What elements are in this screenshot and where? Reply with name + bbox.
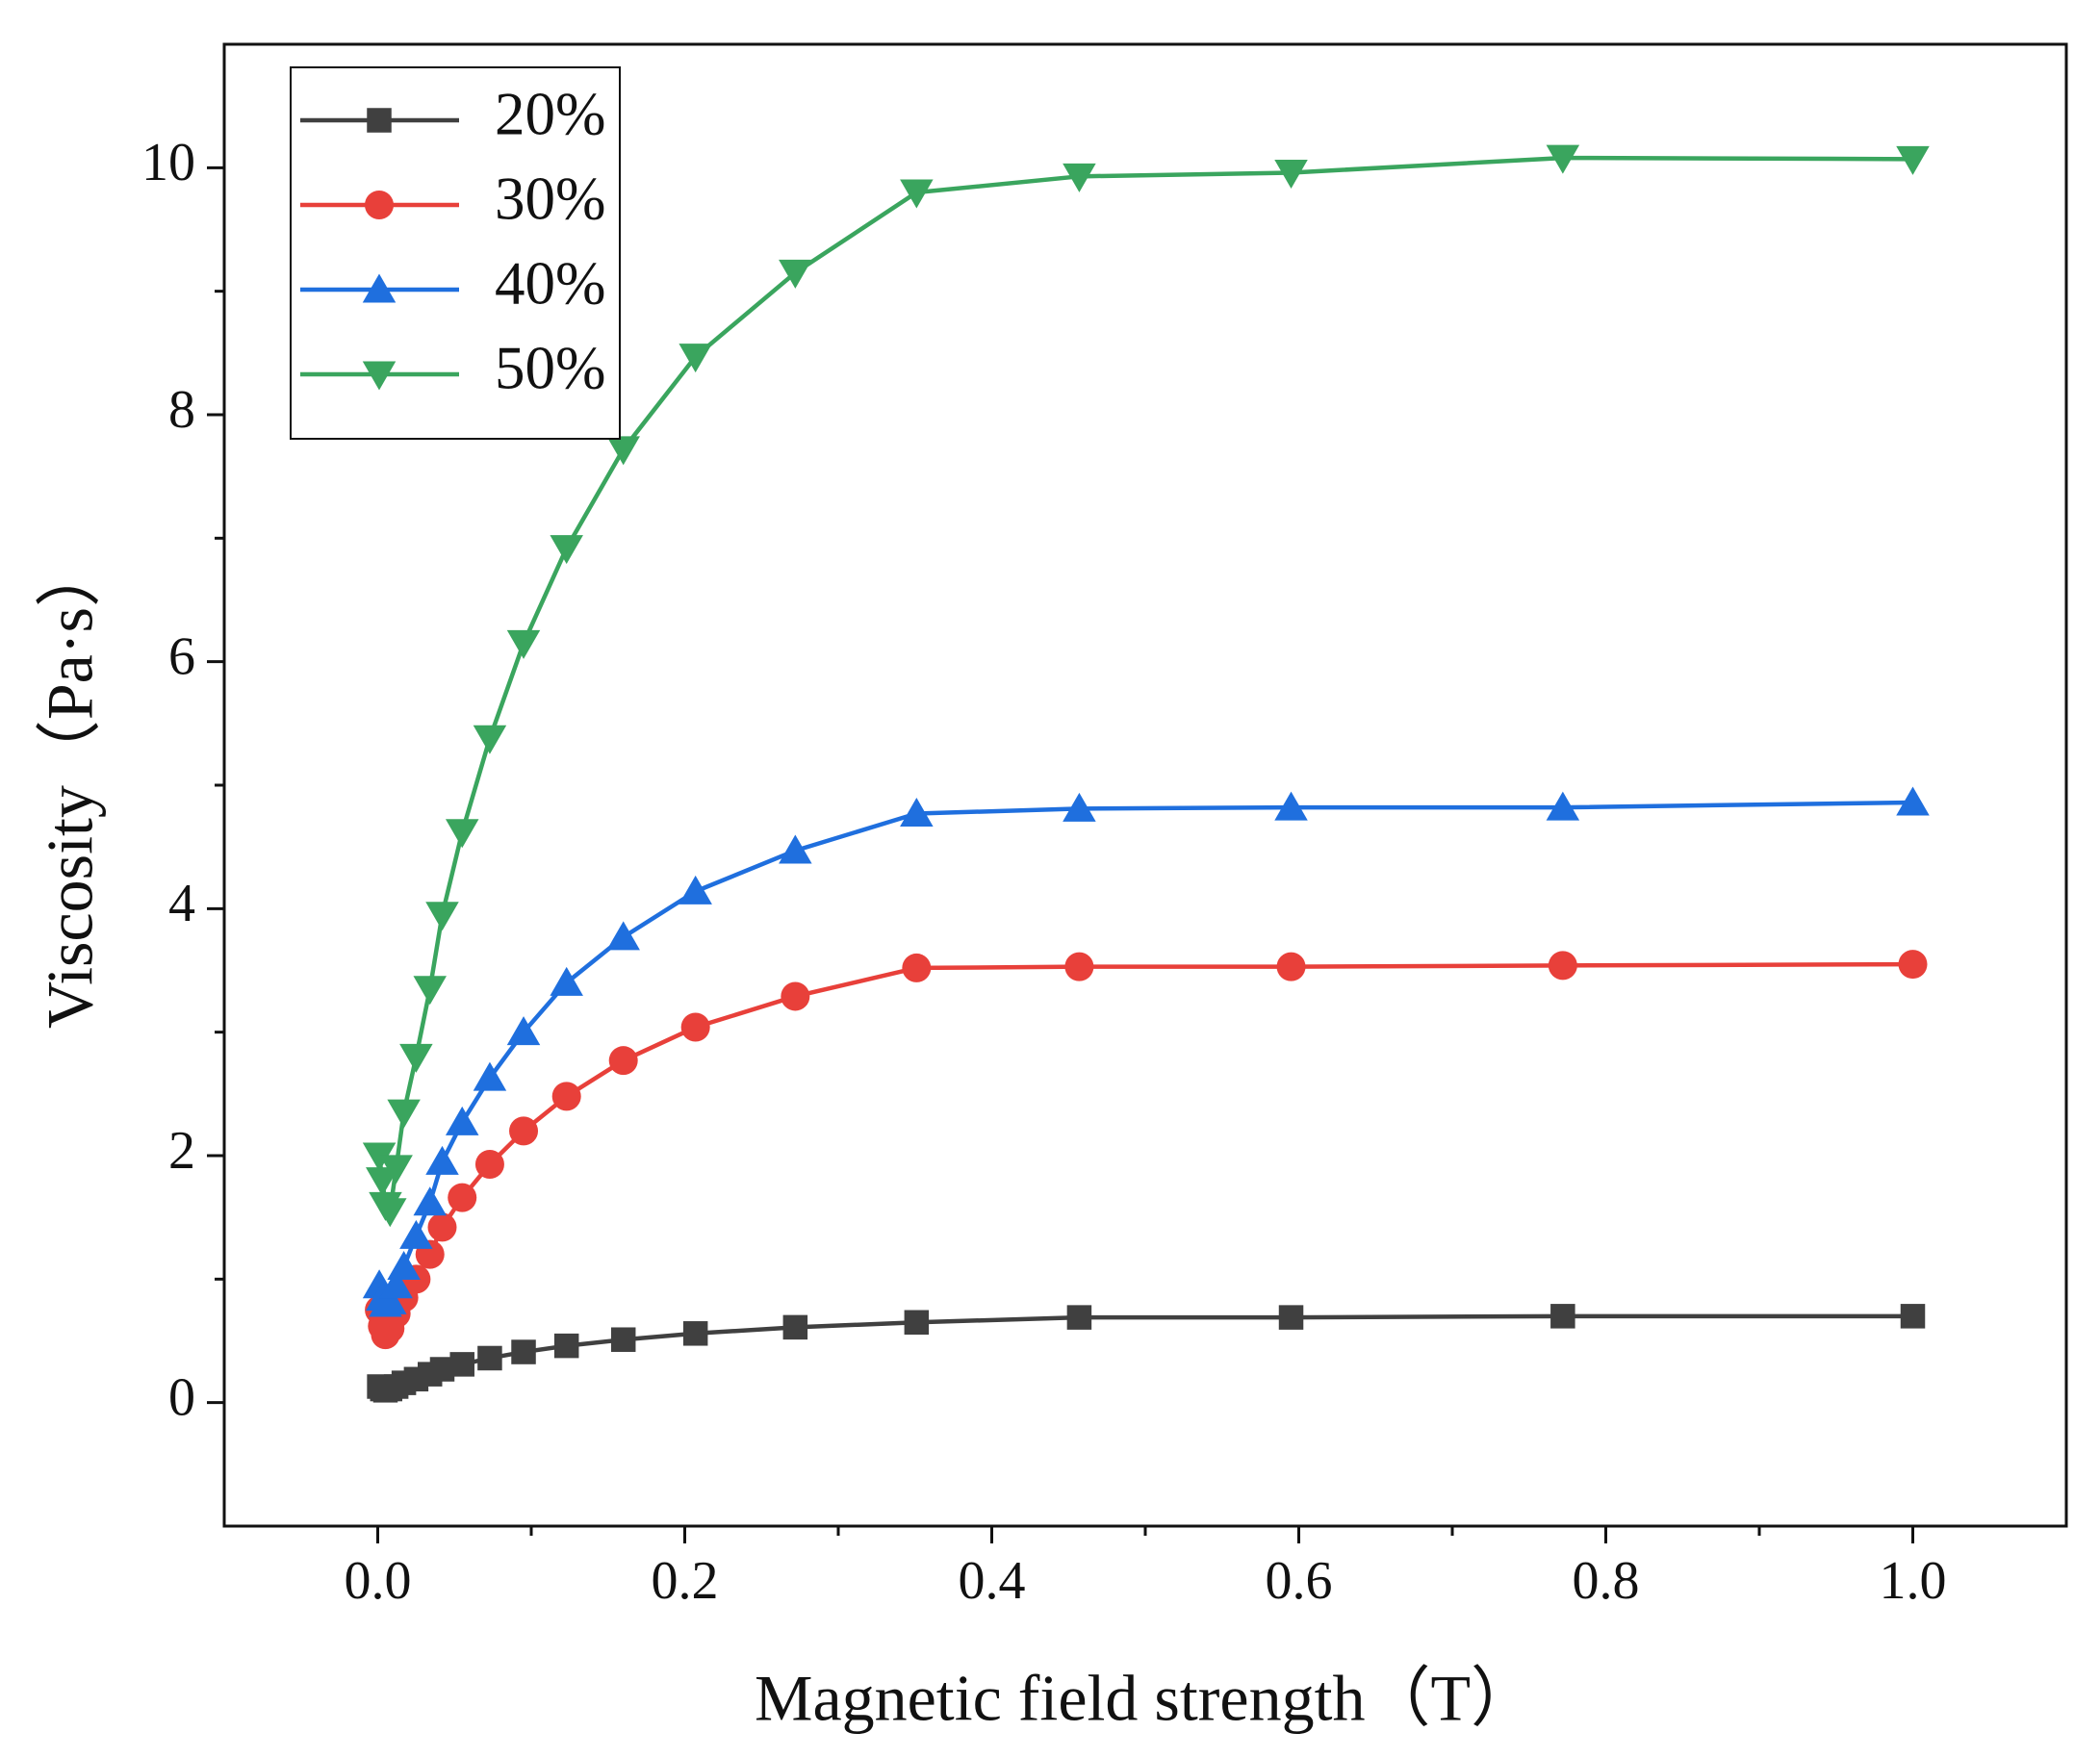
marker <box>509 1116 539 1146</box>
marker <box>1278 1305 1304 1330</box>
marker <box>610 1327 636 1352</box>
marker <box>373 1285 407 1314</box>
marker <box>679 344 712 373</box>
marker <box>679 875 712 904</box>
marker <box>362 361 397 391</box>
marker <box>782 1314 808 1340</box>
marker <box>551 1082 581 1111</box>
legend-label: 40% <box>495 249 605 317</box>
marker <box>399 1219 433 1249</box>
marker <box>1900 1304 1926 1329</box>
marker <box>1063 792 1096 822</box>
marker <box>606 436 640 466</box>
marker <box>779 834 812 864</box>
marker <box>387 1251 421 1280</box>
series-line <box>376 961 1913 1338</box>
marker <box>1063 163 1096 192</box>
legend-label: 20% <box>495 80 605 147</box>
marker <box>413 976 447 1006</box>
marker <box>473 725 507 754</box>
marker <box>781 981 810 1011</box>
x-tick-label: 0.4 <box>959 1551 1026 1611</box>
marker <box>550 966 583 996</box>
series <box>362 144 1930 1228</box>
marker <box>448 1183 477 1212</box>
marker <box>445 1106 479 1135</box>
marker <box>1274 791 1308 821</box>
marker <box>387 1099 421 1129</box>
marker <box>506 629 541 659</box>
marker <box>682 1321 708 1346</box>
marker <box>1276 952 1306 981</box>
marker <box>680 1012 710 1042</box>
marker <box>365 191 394 219</box>
marker <box>1066 1305 1092 1330</box>
legend: 20% 30% 40% 50% <box>290 66 621 440</box>
x-axis-title: Magnetic field strength（T） <box>755 1662 1536 1735</box>
marker <box>379 1269 413 1299</box>
marker <box>474 1149 504 1179</box>
x-tick-label: 1.0 <box>1880 1551 1947 1611</box>
marker <box>606 921 640 951</box>
x-tick-label: 0.8 <box>1573 1551 1640 1611</box>
marker <box>1274 159 1308 189</box>
marker <box>477 1345 502 1371</box>
marker <box>511 1339 536 1364</box>
marker <box>1064 952 1094 981</box>
marker <box>366 1167 399 1197</box>
series <box>367 1304 1926 1403</box>
marker <box>608 1046 638 1076</box>
series <box>365 950 1928 1350</box>
y-tick-label: 4 <box>168 874 195 933</box>
marker <box>1550 1304 1575 1329</box>
marker <box>1548 951 1577 981</box>
marker <box>904 1310 930 1335</box>
marker <box>902 953 932 982</box>
marker <box>427 1212 457 1242</box>
legend-label: 30% <box>495 165 605 232</box>
marker <box>900 798 934 828</box>
marker <box>425 902 459 931</box>
marker <box>413 1186 447 1216</box>
marker <box>362 1142 397 1172</box>
marker <box>550 535 583 565</box>
marker <box>449 1352 474 1377</box>
y-tick-label: 8 <box>168 380 195 440</box>
y-tick-label: 0 <box>168 1368 195 1428</box>
marker <box>362 273 397 303</box>
marker <box>399 1043 433 1073</box>
marker <box>379 1155 413 1185</box>
marker <box>1898 950 1928 980</box>
marker <box>373 1198 407 1228</box>
marker <box>445 819 479 849</box>
marker <box>367 108 392 133</box>
series-line <box>376 800 1913 1307</box>
y-tick-label: 2 <box>168 1121 195 1181</box>
legend-label: 50% <box>495 334 605 401</box>
y-tick-label: 10 <box>141 133 195 192</box>
marker <box>1546 144 1580 174</box>
marker <box>900 179 934 209</box>
x-tick-label: 0.6 <box>1266 1551 1333 1611</box>
x-tick-label: 0.0 <box>345 1551 412 1611</box>
x-tick-label: 0.2 <box>652 1551 719 1611</box>
marker <box>1896 786 1930 816</box>
series <box>362 786 1930 1317</box>
marker <box>1546 791 1580 821</box>
legend-box <box>290 66 621 440</box>
marker <box>506 1016 541 1046</box>
y-tick-label: 6 <box>168 627 195 687</box>
marker <box>1896 145 1930 175</box>
marker <box>553 1333 579 1359</box>
marker <box>473 1061 507 1091</box>
marker <box>425 1145 459 1175</box>
marker <box>779 259 812 289</box>
y-axis-title: Viscosity（Pa·s） <box>34 542 107 1029</box>
series-line <box>377 1313 1913 1393</box>
